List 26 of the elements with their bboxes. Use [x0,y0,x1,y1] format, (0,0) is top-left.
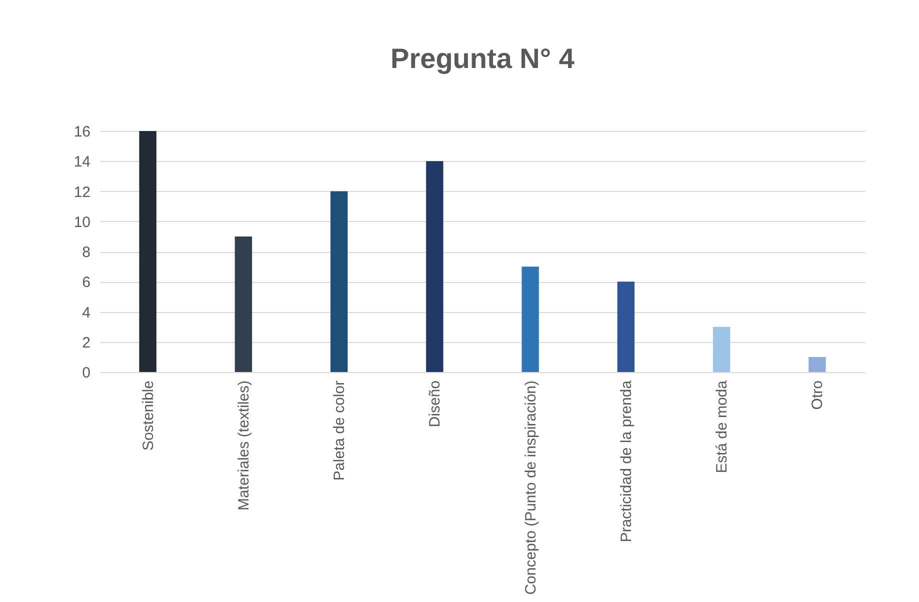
chart-title: Pregunta N° 4 [390,43,575,74]
bar [617,282,635,372]
bar [234,236,252,372]
x-tick-label: Concepto (Punto de inspiración) [522,380,540,595]
x-tick-label: Paleta de color [331,380,348,481]
y-tick-label: 10 [74,214,90,231]
bar [808,356,826,372]
bar [712,326,730,372]
x-tick-label: Practicidad de la prenda [618,380,635,542]
x-tick-label: Otro [809,380,826,410]
bar [426,161,444,372]
x-tick-label: Diseño [426,380,444,428]
y-tick-label: 8 [82,244,90,261]
bar [522,266,539,372]
y-tick-label: 6 [82,274,90,292]
y-tick-label: 16 [74,124,90,140]
y-tick-label: 4 [82,304,90,322]
x-tick-label: Está de moda [714,380,731,474]
y-tick-label: 14 [74,154,90,171]
x-tick-label: Materiales (textiles) [235,380,252,511]
x-tick-label: Sostenible [140,380,157,451]
bar [330,191,348,372]
y-tick-label: 12 [74,184,90,201]
y-tick-label: 0 [82,364,90,382]
bar [139,131,156,372]
y-tick-label: 2 [82,334,90,352]
